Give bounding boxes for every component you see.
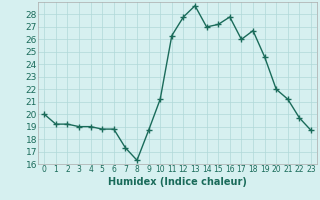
X-axis label: Humidex (Indice chaleur): Humidex (Indice chaleur)	[108, 177, 247, 187]
